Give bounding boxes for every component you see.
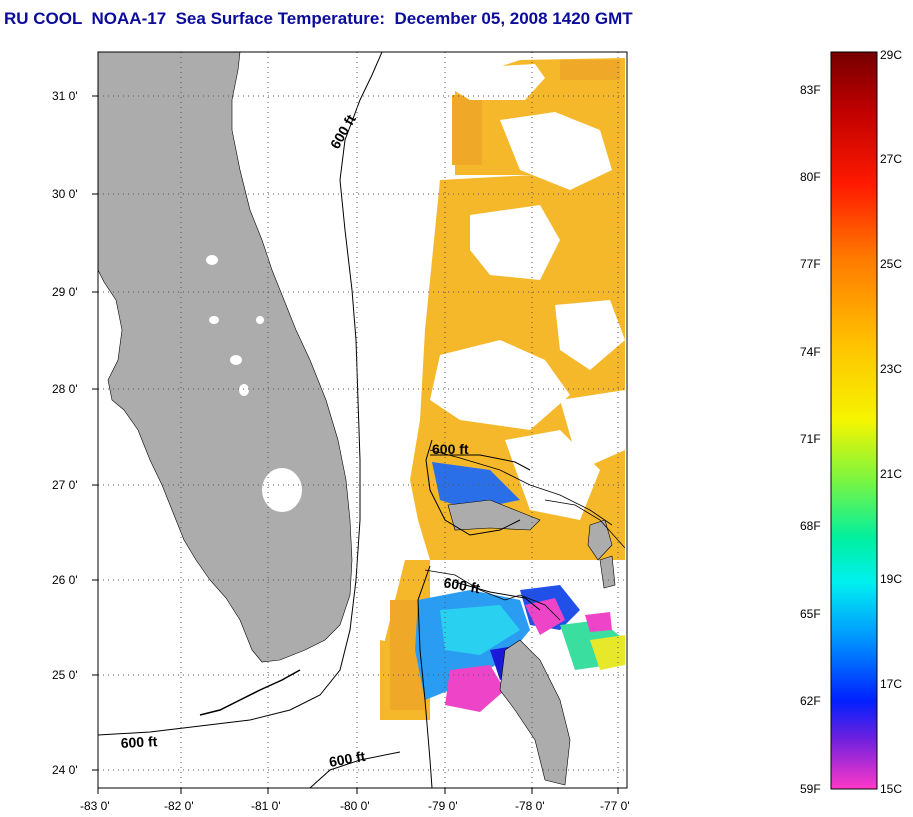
latitude-labels: 31 0' 30 0' 29 0' 28 0' 27 0' 26 0' 25 0… — [52, 89, 78, 777]
depth-label: 600 ft — [432, 441, 469, 457]
colorbar-c-label: 25C — [880, 257, 902, 271]
latitude-label: 31 0' — [52, 89, 78, 103]
colorbar-c-label: 27C — [880, 152, 902, 166]
colorbar-celsius-labels: 29C 27C 25C 23C 21C 19C 17C 15C — [880, 48, 902, 796]
colorbar-fahrenheit-labels: 83F 80F 77F 74F 71F 68F 65F 62F 59F — [800, 83, 821, 796]
colorbar-f-label: 74F — [800, 345, 821, 359]
temperature-colorbar — [830, 51, 878, 790]
latitude-label: 24 0' — [52, 763, 78, 777]
longitude-label: -79 0' — [428, 799, 458, 813]
longitude-label: -83 0' — [80, 799, 110, 813]
latitude-label: 27 0' — [52, 478, 78, 492]
longitude-labels: -83 0' -82 0' -81 0' -80 0' -79 0' -78 0… — [80, 799, 630, 813]
colorbar-c-label: 17C — [880, 677, 902, 691]
colorbar-f-label: 59F — [800, 782, 821, 796]
latitude-label: 29 0' — [52, 285, 78, 299]
colorbar-c-label: 15C — [880, 782, 902, 796]
depth-label: 600 ft — [442, 574, 481, 596]
colorbar-c-label: 21C — [880, 467, 902, 481]
colorbar-f-label: 62F — [800, 694, 821, 708]
longitude-label: -82 0' — [164, 799, 194, 813]
map-frame — [97, 51, 628, 789]
map-tick-marks — [92, 95, 619, 794]
bahamas-bank-outline — [424, 449, 626, 621]
colorbar-c-label: 29C — [880, 48, 902, 62]
colorbar-f-label: 71F — [800, 432, 821, 446]
depth-label: 600 ft — [328, 748, 367, 770]
longitude-label: -77 0' — [600, 799, 630, 813]
longitude-label: -80 0' — [340, 799, 370, 813]
longitude-label: -81 0' — [251, 799, 281, 813]
colorbar-f-label: 68F — [800, 519, 821, 533]
map-gridlines — [98, 52, 627, 788]
florida-keys — [199, 669, 301, 716]
latitude-label: 28 0' — [52, 382, 78, 396]
sst-cool-water — [415, 462, 625, 700]
colorbar-c-label: 19C — [880, 572, 902, 586]
page-title: RU COOL NOAA-17 Sea Surface Temperature:… — [4, 9, 633, 28]
colorbar-c-label: 23C — [880, 362, 902, 376]
latitude-label: 30 0' — [52, 187, 78, 201]
colorbar-f-label: 77F — [800, 257, 821, 271]
colorbar-f-label: 80F — [800, 170, 821, 184]
longitude-label: -78 0' — [515, 799, 545, 813]
colorbar-f-label: 65F — [800, 607, 821, 621]
cloud-mask — [430, 64, 625, 520]
inland-lakes — [206, 255, 302, 512]
colorbar-f-label: 83F — [800, 83, 821, 97]
depth-contour-600ft — [98, 52, 541, 788]
latitude-label: 25 0' — [52, 668, 78, 682]
depth-label: 600 ft — [120, 733, 158, 751]
latitude-label: 26 0' — [52, 573, 78, 587]
